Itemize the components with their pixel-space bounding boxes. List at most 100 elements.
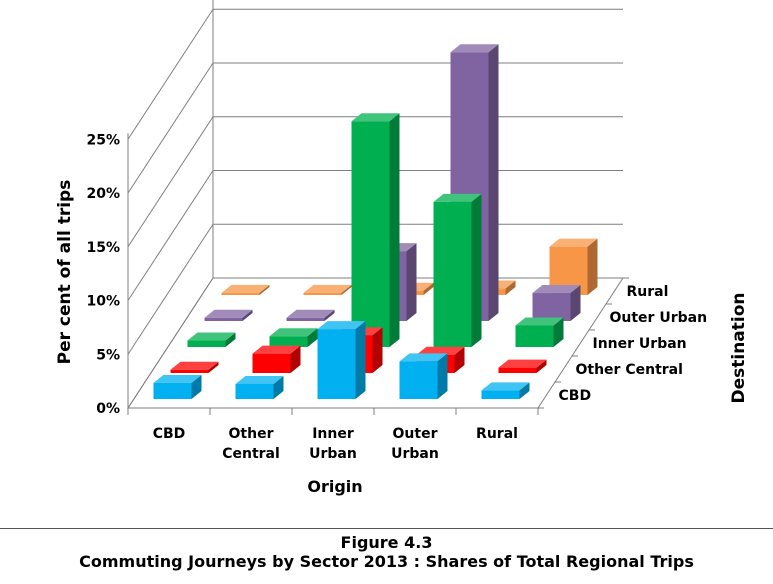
depth-tick-label: Rural	[627, 284, 669, 300]
x-tick-label: Outer Urban	[391, 426, 439, 462]
bar-front-face	[481, 390, 520, 399]
depth-tick-label: CBD	[559, 388, 592, 404]
bar	[204, 309, 253, 321]
bar-side-face	[406, 243, 417, 321]
bar-top-face	[286, 309, 335, 318]
side-gridline	[127, 8, 214, 140]
x-tick-label: Inner Urban	[309, 426, 357, 462]
floor-outline	[127, 277, 624, 409]
depth-tick-label: Other Central	[576, 362, 683, 378]
bar-side-face	[437, 353, 448, 399]
bar	[498, 359, 547, 373]
bar-top-face	[433, 193, 482, 202]
bar-top-face	[351, 113, 400, 122]
bar-top-face	[303, 284, 352, 293]
bar-side-face	[389, 113, 400, 347]
bar-side-face	[488, 44, 499, 321]
bar-front-face	[399, 361, 438, 399]
side-gridline	[127, 116, 214, 248]
bar	[532, 285, 581, 321]
bar-front-face	[498, 367, 537, 373]
chart: 0% 5% 10% 15% 20% 25% CBD Other Central Inner Urba…	[55, 0, 749, 496]
bar-side-face	[587, 238, 598, 295]
y-tick-label: 25%	[86, 132, 120, 148]
x-tick-label: CBD	[153, 426, 186, 442]
bar-top-face	[498, 359, 547, 368]
bar-side-face	[519, 382, 530, 399]
bar-front-face	[515, 325, 554, 347]
y-tick-label: 0%	[96, 401, 120, 417]
bar-side-face	[423, 282, 434, 295]
bar-front-face	[204, 317, 243, 321]
bar-front-face	[221, 292, 260, 295]
bar	[286, 309, 335, 321]
bar-front-face	[351, 121, 390, 347]
bar-side-face	[290, 345, 301, 373]
bar-side-face	[454, 346, 465, 373]
bar	[481, 382, 530, 399]
chart-labels: 0% 5% 10% 15% 20% 25% CBD Other Central Inner Urba…	[86, 132, 707, 462]
bar-top-face	[549, 238, 598, 247]
bar-side-face	[225, 332, 236, 347]
bar-side-face	[307, 328, 318, 347]
bar-side-face	[505, 280, 516, 295]
figure-label: Figure 4.3	[340, 533, 433, 552]
bar	[252, 345, 301, 373]
bar-top-face	[269, 328, 318, 337]
depth-axis-title: Destination	[729, 292, 749, 403]
bar-top-face	[235, 375, 284, 384]
bar-side-face	[324, 309, 335, 321]
bar-top-face	[221, 284, 270, 293]
bar-front-face	[187, 340, 226, 347]
y-tick-label: 20%	[86, 186, 120, 202]
bar-side-face	[355, 321, 366, 399]
bar	[221, 284, 270, 295]
bar-top-face	[532, 285, 581, 294]
bar-side-face	[242, 309, 253, 321]
side-gridline	[127, 223, 214, 355]
bar-front-face	[170, 369, 209, 373]
caption-divider	[0, 528, 773, 529]
bar	[351, 113, 400, 347]
bar	[187, 332, 236, 347]
y-tick-label: 15%	[86, 240, 120, 256]
x-tick-label: Other Central	[222, 426, 280, 462]
bar-front-face	[286, 317, 325, 321]
bar-top-face	[187, 332, 236, 341]
bar-side-face	[341, 284, 352, 295]
x-axis-title: Origin	[307, 477, 362, 496]
bar	[317, 321, 366, 399]
bar-front-face	[317, 329, 356, 399]
bar-top-face	[317, 321, 366, 330]
bar-top-face	[204, 309, 253, 318]
bar-top-face	[399, 353, 448, 362]
bar	[433, 193, 482, 347]
bar-top-face	[252, 345, 301, 354]
bar-top-face	[450, 44, 499, 53]
bar-front-face	[433, 201, 472, 347]
bar-side-face	[372, 327, 383, 373]
bar-top-face	[170, 361, 219, 370]
bar-front-face	[532, 293, 571, 321]
bar	[399, 353, 448, 399]
y-tick-label: 5%	[96, 347, 120, 363]
bar-front-face	[252, 353, 291, 373]
bar-side-face	[570, 285, 581, 321]
bar	[269, 328, 318, 347]
bar-top-face	[515, 317, 564, 326]
bar	[153, 374, 202, 399]
chart-grid	[127, 0, 623, 409]
bar-top-face	[481, 382, 530, 391]
bar-top-face	[153, 374, 202, 383]
depth-tick-label: Outer Urban	[610, 310, 708, 326]
x-tick-label: Rural	[476, 426, 518, 442]
depth-tick-label: Inner Urban	[593, 336, 687, 352]
y-tick-label: 10%	[86, 294, 120, 310]
bar-side-face	[471, 193, 482, 347]
chart-bars	[153, 44, 598, 399]
y-axis-title: Per cent of all trips	[55, 180, 75, 365]
bar-front-face	[269, 336, 308, 347]
bar-side-face	[536, 359, 547, 373]
bar-side-face	[208, 361, 219, 373]
bar	[235, 375, 284, 399]
